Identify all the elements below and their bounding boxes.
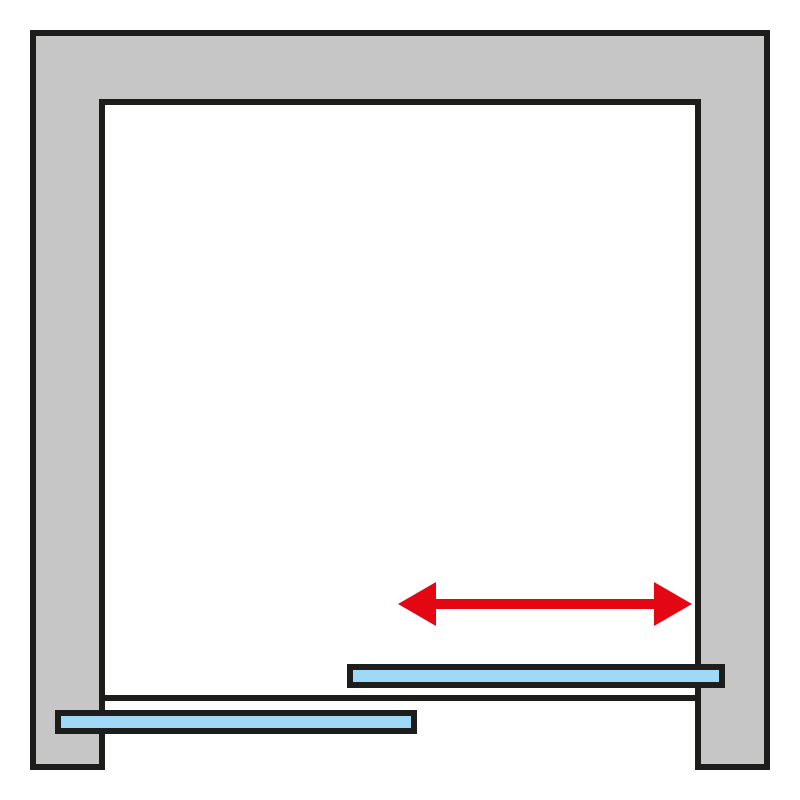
fixed-panel xyxy=(58,713,414,731)
sliding-door-diagram xyxy=(0,0,800,800)
sliding-panel xyxy=(350,667,722,685)
